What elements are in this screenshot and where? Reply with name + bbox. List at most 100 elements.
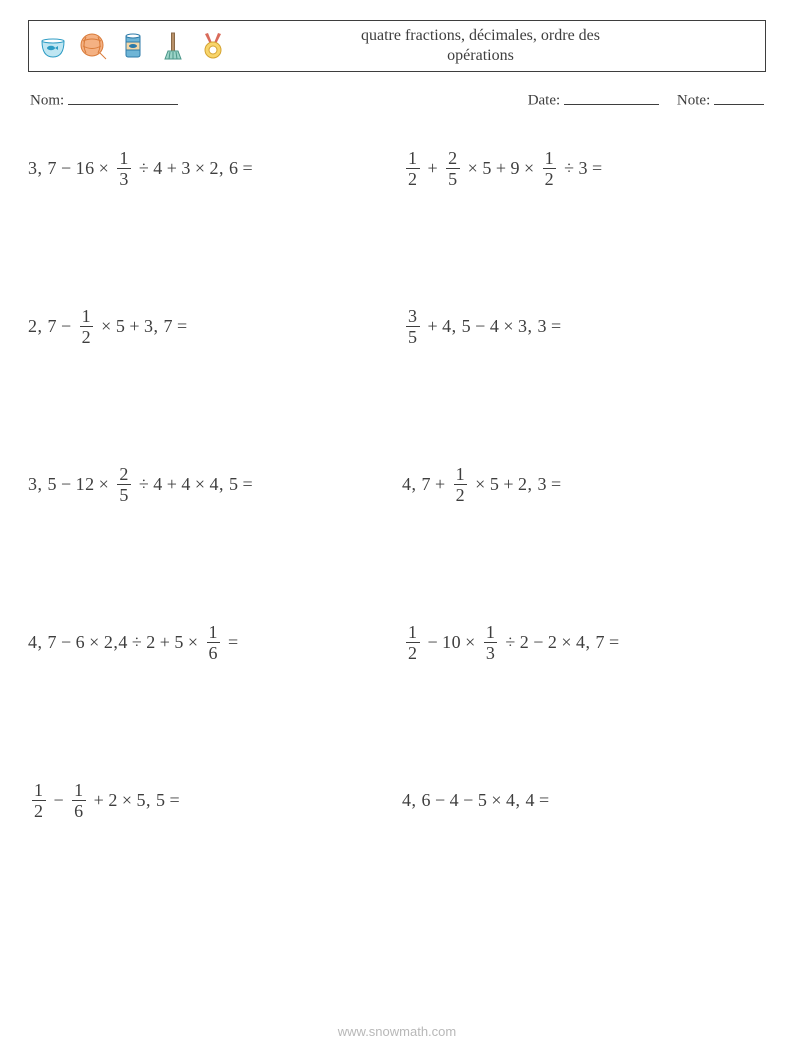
- fishbowl-icon: [37, 30, 69, 62]
- operator: +: [428, 316, 439, 337]
- term: 12: [76, 474, 95, 495]
- operator: +: [428, 158, 439, 179]
- operator: ×: [491, 790, 502, 811]
- term: 4, 7: [576, 632, 605, 653]
- operator: ×: [101, 316, 112, 337]
- fraction-numerator: 1: [484, 623, 498, 642]
- date-field: Date:: [528, 90, 659, 110]
- fraction: 25: [446, 149, 460, 188]
- problem-1: 3, 7−16×13÷4+3×2, 6=: [28, 145, 392, 193]
- fraction-numerator: 3: [406, 307, 420, 326]
- fraction-denominator: 2: [80, 326, 94, 346]
- term: 4, 5: [210, 474, 239, 495]
- fraction: 16: [72, 781, 86, 820]
- fraction: 12: [80, 307, 94, 346]
- yarn-ball-icon: [77, 30, 109, 62]
- fraction-denominator: 5: [446, 168, 460, 188]
- fraction-numerator: 2: [117, 465, 131, 484]
- date-label: Date:: [528, 93, 560, 109]
- operator: ×: [561, 632, 572, 653]
- operator: =: [169, 790, 180, 811]
- term: 3, 3: [518, 316, 547, 337]
- problem-5: 3, 5−12×25÷4+4×4, 5=: [28, 461, 392, 509]
- fraction-denominator: 2: [32, 800, 46, 820]
- title-line-1: quatre fractions, décimales, ordre des: [361, 27, 600, 44]
- operator: −: [61, 158, 72, 179]
- term: 2: [520, 632, 530, 653]
- operator: ×: [195, 158, 206, 179]
- problem-9: 12−16+2×5, 5=: [28, 777, 392, 825]
- fraction-denominator: 5: [406, 326, 420, 346]
- term: 3, 5: [28, 474, 57, 495]
- operator: ×: [195, 474, 206, 495]
- operator: +: [129, 316, 140, 337]
- term: 2, 3: [518, 474, 547, 495]
- problem-3: 2, 7−12×5+3, 7=: [28, 303, 392, 351]
- operator: −: [428, 632, 439, 653]
- fraction: 25: [117, 465, 131, 504]
- name-blank[interactable]: [68, 90, 178, 105]
- term: 2,4: [104, 632, 128, 653]
- operator: ÷: [139, 474, 149, 495]
- term: 4: [181, 474, 191, 495]
- problem-8: 12−10×13÷2−2×4, 7=: [402, 619, 766, 667]
- operator: =: [243, 158, 254, 179]
- header-icons: [37, 30, 229, 62]
- fraction: 12: [406, 149, 420, 188]
- operator: −: [435, 790, 446, 811]
- term: 9: [510, 158, 520, 179]
- term: 4, 7: [402, 474, 431, 495]
- term: 2: [548, 632, 558, 653]
- fraction-numerator: 2: [446, 149, 460, 168]
- term: 4, 5: [442, 316, 471, 337]
- term: 2, 7: [28, 316, 57, 337]
- fraction-numerator: 1: [406, 149, 420, 168]
- operator: =: [592, 158, 603, 179]
- operator: =: [609, 632, 620, 653]
- operator: −: [475, 316, 486, 337]
- operator: ×: [475, 474, 486, 495]
- note-field: Note:: [677, 90, 764, 110]
- operator: =: [551, 316, 562, 337]
- date-blank[interactable]: [564, 90, 659, 105]
- operator: +: [496, 158, 507, 179]
- fraction: 13: [117, 149, 131, 188]
- term: 3: [181, 158, 191, 179]
- term: 4: [153, 158, 163, 179]
- term: 4, 6: [402, 790, 431, 811]
- term: 4: [490, 316, 500, 337]
- operator: ×: [99, 158, 110, 179]
- fraction-denominator: 6: [207, 642, 221, 662]
- operator: +: [167, 158, 178, 179]
- fraction-denominator: 2: [543, 168, 557, 188]
- term: 5: [482, 158, 492, 179]
- fraction-denominator: 3: [117, 168, 131, 188]
- note-blank[interactable]: [714, 90, 764, 105]
- operator: ÷: [505, 632, 515, 653]
- operator: +: [160, 632, 171, 653]
- operator: ×: [503, 316, 514, 337]
- worksheet-header: quatre fractions, décimales, ordre des o…: [28, 20, 766, 72]
- fraction-numerator: 1: [543, 149, 557, 168]
- broom-icon: [157, 30, 189, 62]
- fraction-denominator: 2: [406, 642, 420, 662]
- term: 6: [76, 632, 86, 653]
- fraction: 12: [406, 623, 420, 662]
- problem-4: 35 +4, 5−4×3, 3=: [402, 303, 766, 351]
- operator: −: [61, 316, 72, 337]
- operator: ×: [524, 158, 535, 179]
- term: 2: [108, 790, 118, 811]
- term: 4: [450, 790, 460, 811]
- footer-link: www.snowmath.com: [0, 1024, 794, 1039]
- operator: ×: [122, 790, 133, 811]
- fraction: 13: [484, 623, 498, 662]
- fraction-numerator: 1: [207, 623, 221, 642]
- operator: ×: [89, 632, 100, 653]
- operator: −: [54, 790, 65, 811]
- fraction-numerator: 1: [72, 781, 86, 800]
- fraction-numerator: 1: [406, 623, 420, 642]
- operator: =: [177, 316, 188, 337]
- term: 5: [116, 316, 126, 337]
- term: 2: [146, 632, 156, 653]
- operator: ÷: [564, 158, 574, 179]
